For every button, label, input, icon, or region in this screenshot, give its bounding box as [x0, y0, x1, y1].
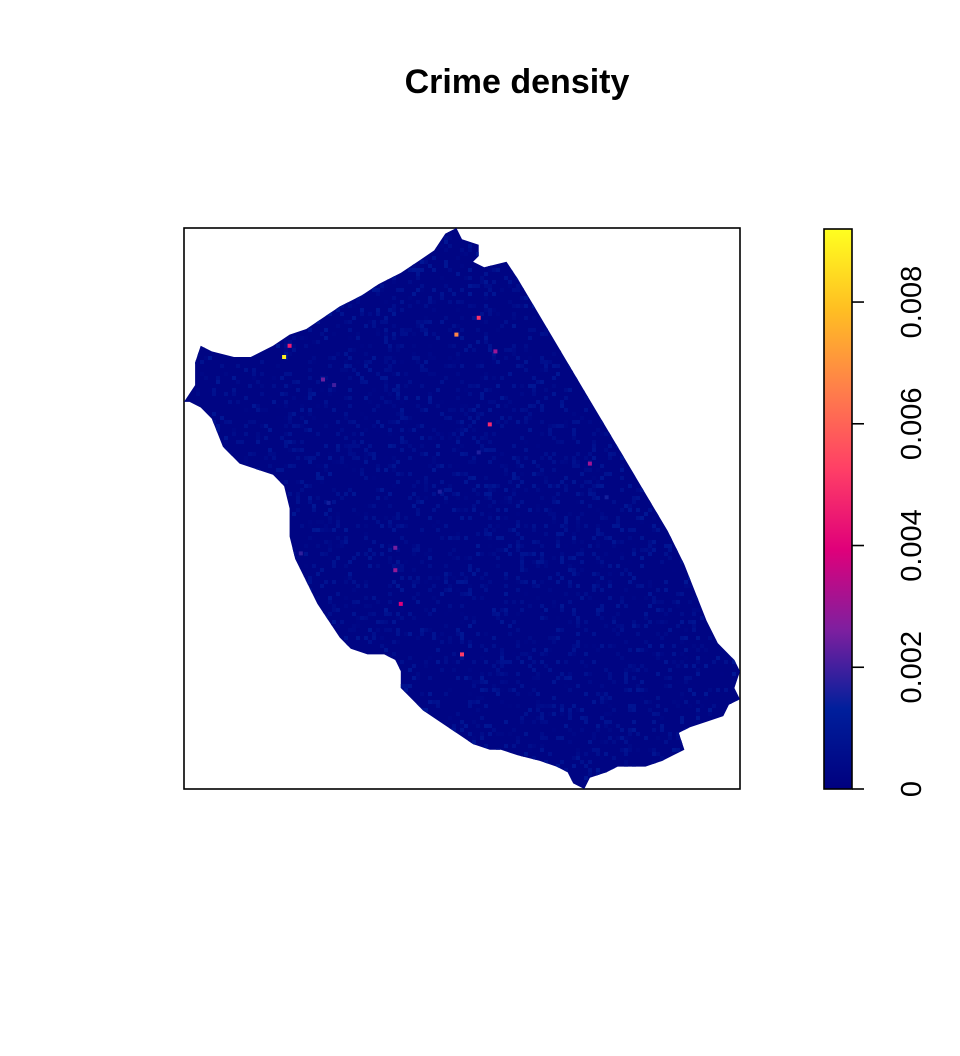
density-hotspot — [398, 601, 403, 606]
density-hotspot — [282, 355, 287, 359]
colorbar-tick-label: 0.002 — [896, 631, 928, 704]
density-hotspot — [393, 545, 398, 550]
density-hotspot — [460, 652, 464, 657]
density-hotspot — [332, 383, 337, 388]
density-hotspot — [487, 422, 492, 427]
density-hotspot — [476, 450, 481, 455]
colorbar-tick-label: 0.006 — [896, 387, 928, 460]
density-hotspot — [493, 349, 498, 354]
colorbar-tick-label: 0.004 — [896, 509, 928, 582]
density-hotspot — [587, 461, 592, 466]
plot-area — [183, 227, 741, 790]
colorbar-gradient — [823, 228, 853, 790]
density-hotspots — [282, 315, 609, 657]
density-hotspot — [476, 315, 481, 320]
density-hotspot — [454, 332, 459, 337]
density-hotspot — [321, 377, 325, 382]
density-hotspot — [604, 495, 609, 500]
colorbar-tick-label: 0.008 — [896, 266, 928, 339]
colorbar-tick-label: 0 — [896, 781, 928, 797]
density-hotspot — [326, 500, 331, 505]
density-hotspot — [437, 489, 442, 494]
density-hotspot — [298, 551, 303, 556]
color-legend: 0 0.002 0.004 0.006 0.008 — [823, 228, 928, 797]
chart-title: Crime density — [405, 63, 630, 101]
density-hotspot — [287, 343, 292, 348]
density-hotspot — [393, 568, 398, 573]
